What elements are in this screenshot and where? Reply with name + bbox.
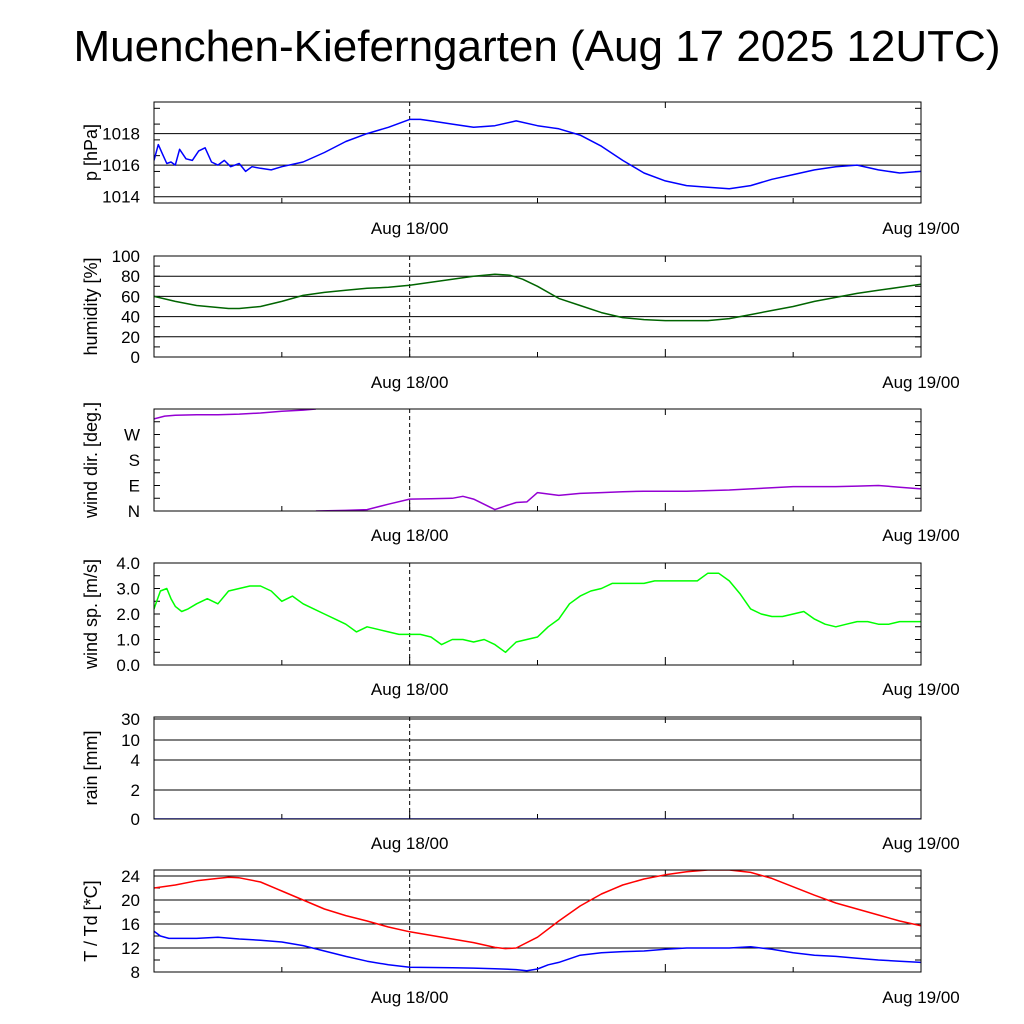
y-tick-label: S [129,451,140,470]
y-tick-label: 2 [131,781,140,800]
y-tick-label: 24 [121,867,140,886]
y-axis-label: rain [mm] [81,730,101,805]
x-tick-label: Aug 19/00 [882,988,960,1007]
y-tick-label: 8 [131,963,140,982]
panel-wind-speed: 0.0 1.0 2.0 3.0 4.0 Aug 18/00 Aug 19/00 wind sp… [81,554,960,699]
x-tick-label: Aug 19/00 [882,373,960,392]
x-tick-label: Aug 19/00 [882,680,960,699]
x-tick-label: Aug 19/00 [882,834,960,853]
panel-pressure: 1014 1016 1018 Aug 18/00 Aug 19/00 p [hPa] [81,101,960,238]
y-tick-label: 30 [121,710,140,729]
series-line [154,118,921,190]
y-tick-label: 16 [121,915,140,934]
x-tick-label: Aug 18/00 [371,988,449,1007]
y-tick-label: 20 [121,891,140,910]
y-axis-label: wind dir. [deg.] [81,402,101,519]
y-tick-label: 0.0 [116,656,140,675]
y-axis-label: humidity [%] [81,257,101,355]
plot-frame [153,408,922,512]
plot-frame [153,869,922,973]
y-tick-label: 80 [121,267,140,286]
y-tick-label: 2.0 [116,605,140,624]
y-tick-label: 0 [131,348,140,367]
y-axis-label: wind sp. [m/s] [81,559,101,670]
x-tick-label: Aug 18/00 [371,834,449,853]
y-tick-label: W [124,426,140,445]
y-axis-label: T / Td [*C] [81,880,101,961]
y-tick-label: 4.0 [116,554,140,573]
y-axis-label: p [hPa] [81,124,101,181]
panel-rain: 0 2 410 30 Aug 18/00 Aug 19/00 rain [mm] [81,710,960,853]
series-line [154,930,921,972]
y-tick-label: 10 [121,731,140,750]
y-tick-label: 1016 [102,156,140,175]
plot-frame [153,255,922,358]
y-tick-label: N [128,502,140,521]
x-tick-label: Aug 18/00 [371,526,449,545]
plot-frame [153,716,922,820]
plot-frame [153,562,922,666]
plot-frame [153,101,922,204]
y-tick-label: 100 [112,247,140,266]
y-tick-label: 4 [131,751,140,770]
y-tick-label: 60 [121,287,140,306]
series-line [154,409,316,420]
y-tick-label: 0 [131,810,140,829]
y-tick-label: 1014 [102,188,140,207]
series-line [154,572,921,654]
y-tick-label: 40 [121,308,140,327]
series-line [315,484,921,511]
x-tick-label: Aug 19/00 [882,219,960,238]
y-tick-label: 3.0 [116,580,140,599]
chart-title: Muenchen-Kieferngarten (Aug 17 2025 12UT… [73,22,1001,71]
y-tick-label: 1.0 [116,631,140,650]
y-tick-label: 12 [121,939,140,958]
y-tick-label: 1018 [102,125,140,144]
panel-temperature-dewpoint: 8 12 16 20 24 Aug 18/00 Aug 19/00 T / Td [*C] [81,867,960,1007]
y-tick-label: 20 [121,328,140,347]
x-tick-label: Aug 18/00 [371,680,449,699]
series-line [154,870,921,950]
series-line [154,273,921,322]
x-tick-label: Aug 19/00 [882,526,960,545]
x-tick-label: Aug 18/00 [371,373,449,392]
y-tick-label: E [129,477,140,496]
x-tick-label: Aug 18/00 [371,219,449,238]
